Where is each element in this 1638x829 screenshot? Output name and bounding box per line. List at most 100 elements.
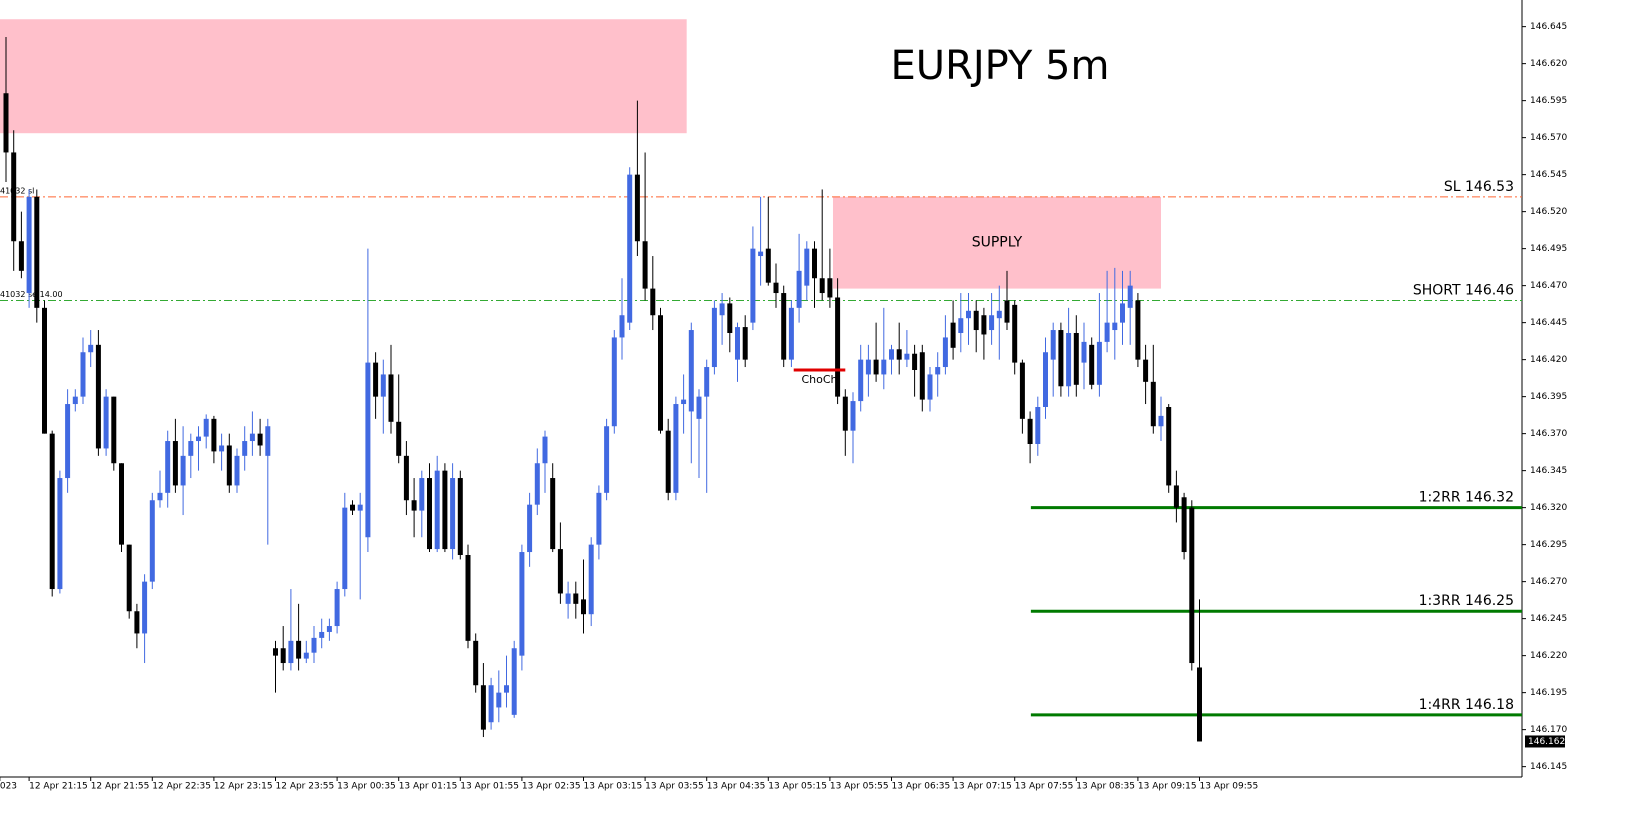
candle-body — [765, 248, 771, 283]
candle-body — [881, 359, 887, 375]
x-tick-label: 13 Apr 02:35 — [522, 782, 581, 792]
candle-body — [188, 441, 194, 456]
candle-body — [827, 278, 833, 298]
candle-body — [388, 374, 394, 422]
candle-body — [18, 241, 24, 271]
candle-body — [904, 353, 910, 360]
candle-body — [627, 174, 633, 323]
candle-body — [958, 318, 964, 333]
candle-body — [865, 359, 871, 375]
x-tick-label: 13 Apr 06:35 — [892, 782, 951, 792]
candle-body — [180, 455, 186, 486]
candle-body — [419, 478, 425, 511]
candle-body — [196, 436, 201, 442]
candle-body — [1019, 362, 1025, 419]
candle-body — [812, 248, 817, 279]
candle-body — [819, 278, 825, 294]
x-tick-label: 13 Apr 01:15 — [399, 782, 458, 792]
candle-body — [1012, 304, 1018, 363]
x-tick-label: 13 Apr 04:35 — [707, 782, 766, 792]
candle-body — [1158, 415, 1164, 427]
candle-body — [72, 396, 78, 405]
candle-body — [927, 374, 933, 400]
candle-body — [1181, 497, 1187, 553]
candle-body — [488, 685, 494, 723]
candle-body — [172, 441, 178, 486]
candle-body — [942, 337, 948, 368]
candle-body — [42, 307, 47, 434]
candle-body — [750, 248, 756, 323]
y-tick-label: 146.470 — [1530, 281, 1567, 291]
candle-body — [835, 297, 841, 397]
candle-body — [557, 549, 563, 594]
candle-body — [889, 349, 894, 360]
x-tick-label: 13 Apr 00:35 — [337, 782, 396, 792]
zone — [0, 19, 687, 134]
candle-body — [373, 362, 379, 397]
y-tick-label: 146.420 — [1530, 355, 1567, 365]
candle-body — [842, 396, 848, 431]
candle-body — [1135, 300, 1141, 360]
x-tick-label: 13 Apr 05:15 — [768, 782, 827, 792]
candle-body — [519, 552, 525, 656]
candle-body — [350, 504, 355, 511]
candle-body — [342, 507, 348, 590]
candle-body — [565, 593, 571, 604]
candle-body — [742, 327, 748, 360]
candle-body — [588, 544, 594, 615]
level-label: 1:2RR 146.32 — [1419, 490, 1514, 506]
x-tick-label: 13 Apr 07:15 — [953, 782, 1012, 792]
x-tick-label: 13 Apr 08:35 — [1076, 782, 1135, 792]
candle-body — [534, 463, 540, 505]
candle-body — [796, 270, 802, 308]
candle-body — [65, 404, 71, 479]
candle-body — [103, 396, 109, 449]
candle-body — [950, 322, 956, 348]
candle-body — [650, 288, 656, 316]
candle-body — [665, 430, 671, 493]
candle-body — [111, 396, 117, 464]
candle-body — [735, 327, 740, 360]
candle-body — [727, 303, 733, 333]
candle-body — [234, 455, 240, 486]
candle-body — [858, 359, 864, 402]
y-tick-label: 146.295 — [1530, 540, 1567, 550]
x-tick-label: 13 Apr 09:15 — [1138, 782, 1197, 792]
candle-body — [380, 374, 386, 397]
y-tick-label: 146.195 — [1530, 688, 1567, 698]
candle-body — [134, 611, 140, 634]
x-tick-label: 13 Apr 05:55 — [830, 782, 889, 792]
candle-body — [642, 241, 648, 289]
x-tick-label: 023 — [0, 782, 17, 792]
level-label: SHORT 146.46 — [1413, 282, 1514, 298]
candle-body — [473, 640, 479, 686]
order-note: 41032 sl — [0, 186, 34, 195]
candle-body — [296, 640, 302, 659]
y-tick-label: 146.570 — [1530, 133, 1567, 143]
order-note: 41032 se 14.00 — [0, 290, 63, 299]
candle-body — [3, 93, 9, 153]
x-tick-label: 12 Apr 23:15 — [214, 782, 273, 792]
candle-body — [596, 492, 602, 545]
candle-body — [326, 626, 332, 632]
level-label: 1:3RR 146.25 — [1419, 593, 1514, 609]
candle-body — [1173, 485, 1179, 508]
candle-body — [504, 685, 509, 693]
candle-body — [1073, 333, 1079, 385]
candle-body — [242, 441, 248, 456]
candle-body — [673, 404, 679, 493]
candle-body — [334, 589, 340, 627]
y-tick-label: 146.445 — [1530, 318, 1567, 328]
candle-body — [1143, 359, 1149, 382]
candle-body — [496, 692, 502, 708]
y-tick-label: 146.595 — [1530, 96, 1567, 106]
candle-body — [550, 478, 556, 550]
candle-body — [11, 152, 17, 242]
candle-body — [357, 504, 363, 511]
candle-body — [773, 282, 779, 294]
candle-body — [427, 478, 432, 550]
candle-body — [26, 196, 32, 294]
y-tick-label: 146.545 — [1530, 170, 1567, 180]
candle-body — [611, 337, 617, 427]
